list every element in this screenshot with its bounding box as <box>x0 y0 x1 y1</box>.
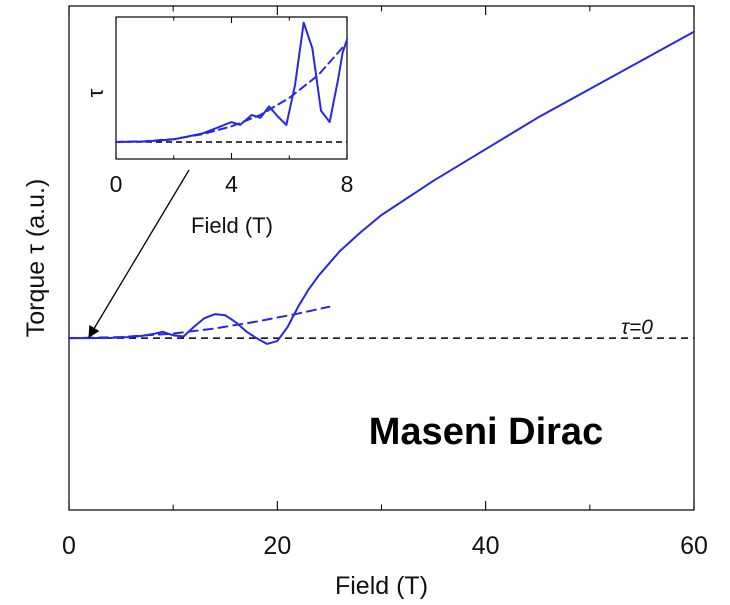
inset-x-tick-label: 8 <box>341 171 354 197</box>
inset-ylabel: τ <box>83 88 108 97</box>
inset-pointer-arrow <box>88 169 190 339</box>
main-ylabel: Torque τ (a.u.) <box>22 179 50 338</box>
inset-x-tick-label: 0 <box>110 171 123 197</box>
inset-solid-series-line <box>115 21 348 143</box>
overlay-annotation: Maseni Dirac <box>369 411 603 453</box>
zero-line-label: τ=0 <box>621 316 653 339</box>
inset-x-tick-labels: 0 4 8 <box>110 171 354 197</box>
inset-series-group <box>115 21 348 143</box>
main-x-tick-label: 60 <box>680 532 708 560</box>
inset-dashed-series-line <box>115 41 348 143</box>
inset-x-ticks <box>115 17 348 159</box>
main-x-tick-label: 40 <box>472 532 500 560</box>
main-series-group <box>68 30 695 345</box>
main-x-ticks <box>68 6 695 510</box>
inset-plot-frame <box>115 16 348 160</box>
inset-xlabel: Field (T) <box>191 213 273 238</box>
main-xlabel: Field (T) <box>335 572 428 600</box>
main-x-tick-label: 0 <box>62 532 76 560</box>
main-x-tick-labels: 0 20 40 60 <box>62 532 708 560</box>
inset-x-tick-label: 4 <box>225 171 238 197</box>
main-x-tick-label: 20 <box>263 532 291 560</box>
main-dashed-series-line <box>68 305 331 340</box>
